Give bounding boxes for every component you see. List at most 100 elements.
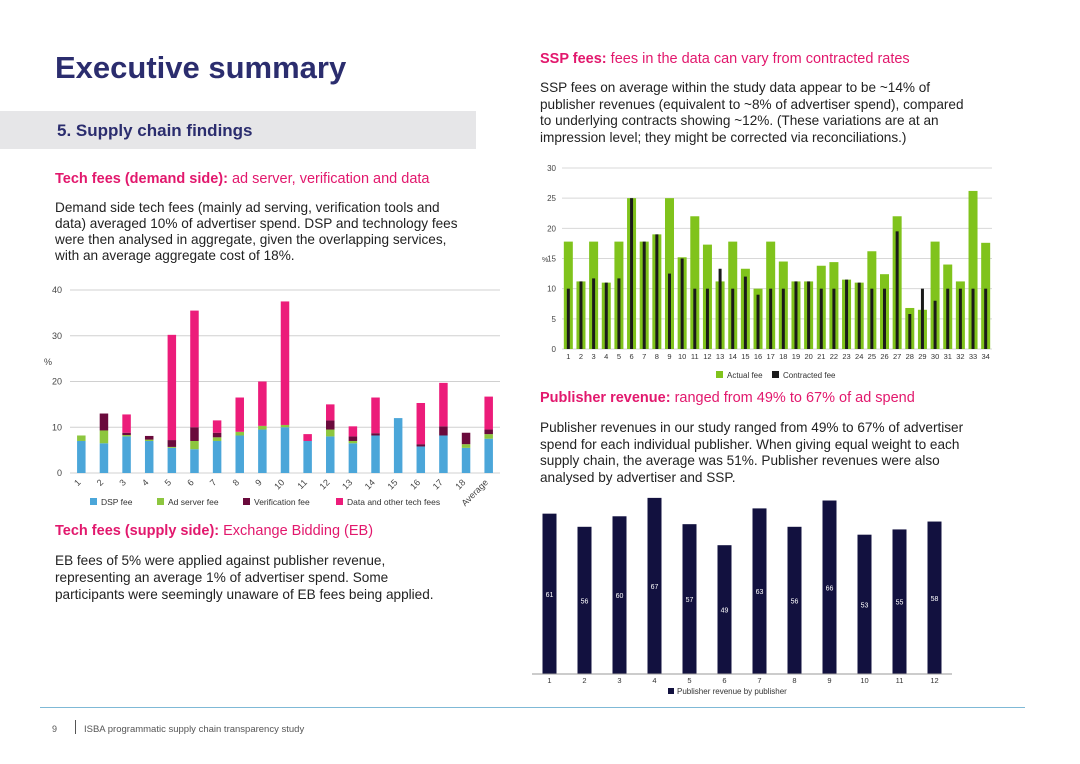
bar-segment bbox=[122, 432, 131, 436]
y-tick-label: 25 bbox=[547, 194, 556, 203]
bar-segment bbox=[484, 396, 493, 430]
contracted-fee-bar bbox=[680, 258, 684, 349]
bar-segment bbox=[393, 418, 403, 473]
bar-segment bbox=[303, 434, 312, 441]
y-axis-label: % bbox=[542, 257, 548, 264]
y-tick-label: 20 bbox=[52, 377, 62, 387]
contracted-fee-bar bbox=[933, 300, 937, 349]
bar-segment bbox=[416, 403, 426, 445]
tech-demand-text: Demand side tech fees (mainly ad serving… bbox=[55, 200, 458, 264]
bar-segment bbox=[258, 381, 267, 426]
bar-segment bbox=[167, 440, 177, 447]
x-tick-label: 30 bbox=[931, 352, 939, 361]
x-tick-label: 16 bbox=[754, 352, 762, 361]
legend-swatch-contracted bbox=[772, 371, 779, 378]
bar-segment bbox=[167, 446, 177, 448]
page-number: 9 bbox=[52, 724, 58, 734]
publisher-bar bbox=[612, 516, 627, 674]
contracted-fee-bar bbox=[819, 288, 823, 349]
x-tick-label: 19 bbox=[792, 352, 800, 361]
x-tick-label: 31 bbox=[944, 352, 952, 361]
text-line: Demand side tech fees (mainly ad serving… bbox=[55, 200, 440, 215]
actual-fee-bar bbox=[930, 241, 940, 349]
publisher-heading-rest: ranged from 49% to 67% of ad spend bbox=[670, 390, 915, 406]
x-tick-label: 12 bbox=[703, 352, 711, 361]
y-tick-label: 20 bbox=[547, 224, 556, 233]
bar-segment bbox=[122, 414, 131, 433]
contracted-fee-bar bbox=[604, 282, 608, 349]
bar-segment bbox=[144, 435, 154, 440]
bar-segment bbox=[348, 436, 358, 441]
y-tick-label: 30 bbox=[52, 331, 62, 341]
bar-segment bbox=[461, 432, 471, 445]
data-label: 61 bbox=[546, 592, 554, 599]
text-line: participants were seemingly unaware of E… bbox=[55, 587, 434, 602]
x-tick-label: 7 bbox=[208, 477, 219, 488]
bar-segment bbox=[99, 430, 109, 444]
contracted-fee-bar bbox=[756, 294, 760, 349]
legend-swatch bbox=[336, 498, 343, 505]
data-label: 57 bbox=[686, 597, 694, 604]
x-tick-label: 3 bbox=[592, 352, 596, 361]
bar-segment bbox=[190, 427, 199, 441]
bar-segment bbox=[258, 429, 267, 473]
contracted-fee-bar bbox=[870, 288, 874, 349]
contracted-fee-bar bbox=[655, 234, 659, 349]
x-tick-label: 9 bbox=[253, 477, 264, 488]
x-tick-label: 27 bbox=[893, 352, 901, 361]
x-tick-label: 33 bbox=[969, 352, 977, 361]
page-title: Executive summary bbox=[55, 50, 347, 85]
contracted-fee-bar bbox=[617, 278, 621, 349]
data-label: 56 bbox=[791, 598, 799, 605]
x-tick-label: 18 bbox=[779, 352, 787, 361]
bar-segment bbox=[484, 434, 493, 439]
contracted-fee-bar bbox=[579, 281, 583, 349]
tech-demand-heading-rest: ad server, verification and data bbox=[227, 171, 430, 187]
legend-label: DSP fee bbox=[101, 497, 133, 507]
contracted-fee-bar bbox=[807, 281, 811, 349]
actual-fee-bar bbox=[690, 216, 700, 349]
bar-segment bbox=[235, 431, 244, 436]
publisher-bar bbox=[682, 524, 697, 674]
x-tick-label: 6 bbox=[185, 477, 196, 488]
contracted-fee-bar bbox=[781, 288, 785, 349]
x-tick-label: 8 bbox=[655, 352, 659, 361]
data-label: 55 bbox=[896, 600, 904, 607]
contracted-fee-bar bbox=[668, 273, 671, 349]
x-tick-label: 17 bbox=[767, 352, 775, 361]
x-tick-label: 13 bbox=[340, 477, 354, 491]
x-tick-label: 14 bbox=[363, 477, 377, 491]
tech-supply-text: EB fees of 5% were applied against publi… bbox=[55, 552, 434, 603]
y-tick-label: 5 bbox=[552, 315, 557, 324]
bar-segment bbox=[348, 426, 358, 437]
contracted-fee-bar bbox=[592, 278, 596, 349]
bar-segment bbox=[235, 435, 244, 473]
bar-segment bbox=[303, 440, 312, 473]
contracted-fee-bar bbox=[642, 241, 646, 349]
text-line: EB fees of 5% were applied against publi… bbox=[55, 553, 386, 568]
text-line: to underlying contracts showing ~12%. (T… bbox=[540, 113, 939, 128]
bar-segment bbox=[212, 437, 222, 441]
x-tick-label: 20 bbox=[804, 352, 812, 361]
bar-segment bbox=[122, 436, 131, 473]
text-line: with an average aggregate cost of 18%. bbox=[55, 248, 295, 263]
legend-label: Actual fee bbox=[727, 371, 763, 380]
x-tick-label: 5 bbox=[687, 676, 691, 685]
x-tick-label: 11 bbox=[896, 676, 904, 685]
text-line: analysed by advertiser and SSP. bbox=[540, 469, 736, 485]
x-tick-label: 13 bbox=[716, 352, 724, 361]
x-tick-label: 17 bbox=[431, 477, 445, 491]
publisher-bar bbox=[857, 534, 872, 674]
contracted-fee-bar bbox=[794, 281, 798, 349]
x-tick-label: 3 bbox=[617, 676, 621, 685]
x-tick-label: 10 bbox=[272, 477, 286, 491]
data-label: 49 bbox=[721, 608, 729, 615]
tech-supply-heading-rest: Exchange Bidding (EB) bbox=[219, 523, 374, 539]
bar-segment bbox=[416, 446, 426, 473]
publisher-bar bbox=[647, 497, 662, 674]
bar-segment bbox=[439, 382, 448, 427]
y-axis-label: % bbox=[44, 357, 52, 367]
x-tick-label: 29 bbox=[918, 352, 926, 361]
bar-segment bbox=[416, 444, 426, 447]
x-tick-label: 14 bbox=[729, 352, 737, 361]
